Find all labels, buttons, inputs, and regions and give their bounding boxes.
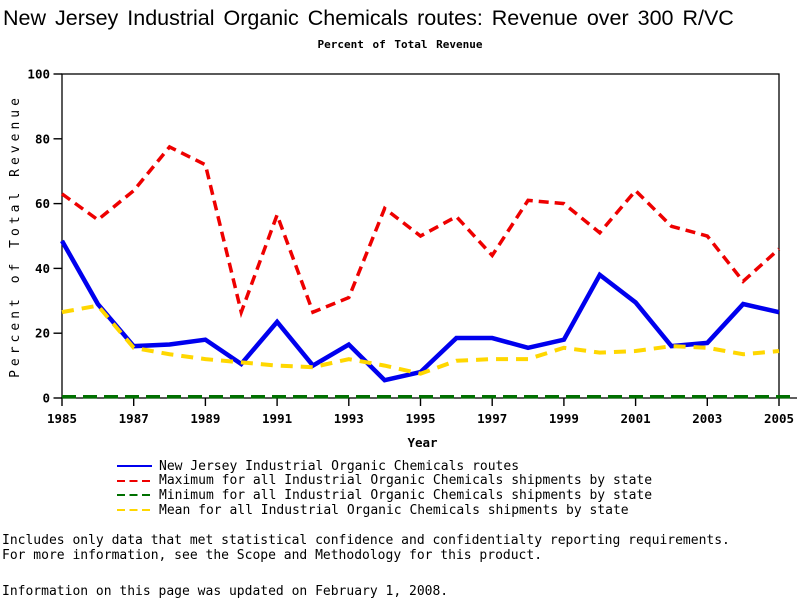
legend-item-nj-routes: New Jersey Industrial Organic Chemicals …	[116, 459, 652, 474]
svg-text:60: 60	[35, 196, 50, 211]
svg-text:Year: Year	[407, 435, 438, 450]
svg-text:2003: 2003	[692, 411, 722, 426]
footer-updated: Information on this page was updated on …	[2, 584, 449, 599]
legend-line-maximum-icon	[117, 479, 152, 482]
svg-text:20: 20	[35, 326, 50, 341]
svg-text:1987: 1987	[119, 411, 149, 426]
legend-label-nj-routes: New Jersey Industrial Organic Chemicals …	[159, 458, 520, 474]
svg-text:1995: 1995	[405, 411, 435, 426]
legend-label-maximum: Maximum for all Industrial Organic Chemi…	[159, 473, 653, 489]
chart-legend: New Jersey Industrial Organic Chemicals …	[116, 459, 653, 518]
footer-note: Includes only data that met statistical …	[2, 533, 730, 563]
svg-text:2005: 2005	[764, 411, 794, 426]
svg-text:40: 40	[35, 261, 50, 276]
svg-text:100: 100	[27, 67, 50, 82]
svg-text:1985: 1985	[47, 411, 77, 426]
svg-text:80: 80	[35, 131, 50, 146]
chart-subtitle: Percent of Total Revenue	[317, 38, 483, 51]
svg-text:0: 0	[42, 391, 50, 406]
legend-line-mean-icon	[117, 509, 152, 512]
svg-text:Percent of Total Revenue: Percent of Total Revenue	[8, 94, 23, 378]
legend-label-mean: Mean for all Industrial Organic Chemical…	[159, 502, 629, 518]
footer-note-line1: Includes only data that met statistical …	[2, 533, 730, 548]
legend-label-minimum: Minimum for all Industrial Organic Chemi…	[159, 487, 653, 503]
chart-title: New Jersey Industrial Organic Chemicals …	[3, 6, 734, 30]
legend-line-nj-routes-icon	[117, 465, 152, 468]
svg-text:1991: 1991	[262, 411, 292, 426]
legend-item-mean: Mean for all Industrial Organic Chemical…	[116, 503, 652, 518]
legend-item-minimum: Minimum for all Industrial Organic Chemi…	[116, 488, 652, 503]
svg-text:1997: 1997	[477, 411, 507, 426]
svg-text:1993: 1993	[334, 411, 364, 426]
legend-item-maximum: Maximum for all Industrial Organic Chemi…	[116, 473, 653, 489]
svg-text:1989: 1989	[190, 411, 220, 426]
footer-note-line2: For more information, see the Scope and …	[2, 548, 543, 563]
svg-text:1999: 1999	[549, 411, 579, 426]
svg-text:2001: 2001	[621, 411, 651, 426]
legend-line-minimum-icon	[117, 494, 152, 497]
